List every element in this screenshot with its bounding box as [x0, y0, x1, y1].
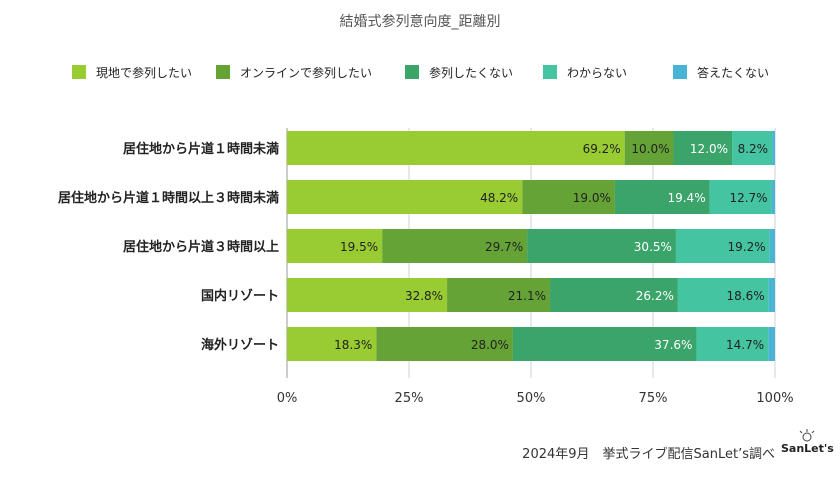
x-tick-label: 50% — [517, 391, 546, 406]
data-label: 19.5% — [340, 240, 378, 254]
bars: 69.2% 10.0% 12.0% 8.2% 48.2% 19.0% 19.4% 12.7% 1… — [287, 131, 775, 361]
bar-segment — [522, 180, 615, 214]
legend-label: 現地で参列したい — [96, 65, 192, 80]
data-label: 12.7% — [729, 191, 767, 205]
bar-segment — [382, 229, 528, 263]
legend-swatch — [216, 65, 230, 79]
legend-label: 参列したくない — [429, 65, 513, 80]
category-labels: 居住地から片道１時間未満居住地から片道１時間以上３時間未満居住地から片道３時間以… — [58, 141, 279, 353]
bar-segment — [768, 278, 775, 312]
logo-mark-icon — [799, 429, 815, 442]
bar-segment — [512, 327, 697, 361]
data-label: 18.6% — [727, 289, 765, 303]
data-label: 21.1% — [508, 289, 546, 303]
data-label: 12.0% — [690, 142, 728, 156]
data-label: 18.3% — [334, 338, 372, 352]
x-tick-label: 0% — [277, 391, 298, 406]
bar-segment — [376, 327, 513, 361]
legend-label: オンラインで参列したい — [240, 65, 372, 80]
legend-swatch — [405, 65, 419, 79]
data-label: 19.2% — [728, 240, 766, 254]
bar-segment — [447, 278, 551, 312]
logo-text: SanLet's — [781, 442, 834, 455]
x-tick-label: 75% — [639, 391, 668, 406]
bar-segment — [527, 229, 676, 263]
source-note: 2024年9月 挙式ライブ配信SanLet’s調べ — [522, 446, 775, 462]
bar-segment — [696, 327, 769, 361]
bar-segment — [614, 180, 710, 214]
data-label: 8.2% — [738, 142, 769, 156]
data-label: 48.2% — [480, 191, 518, 205]
sanlets-logo: SanLet's — [781, 428, 834, 468]
data-label: 28.0% — [471, 338, 509, 352]
x-tick-label: 25% — [395, 391, 424, 406]
chart-title: 結婚式参列意向度_距離別 — [340, 13, 501, 30]
bar-segment — [732, 131, 773, 165]
category-label: 海外リゾート — [201, 337, 279, 353]
bar-segment — [287, 180, 523, 214]
legend-swatch — [543, 65, 557, 79]
data-label: 37.6% — [654, 338, 692, 352]
data-label: 19.0% — [573, 191, 611, 205]
data-label: 29.7% — [485, 240, 523, 254]
data-label: 19.4% — [667, 191, 705, 205]
bar-segment — [673, 131, 733, 165]
legend-swatch — [673, 65, 687, 79]
bar-segment — [287, 278, 448, 312]
legend: 現地で参列したい オンラインで参列したい 参列したくない わからない 答えたくない — [72, 65, 769, 80]
category-label: 国内リゾート — [201, 288, 279, 304]
bar-segment — [771, 180, 775, 214]
bar-segment — [287, 131, 625, 165]
bar-segment — [677, 278, 769, 312]
category-label: 居住地から片道１時間以上３時間未満 — [58, 190, 279, 206]
data-label: 14.7% — [726, 338, 764, 352]
data-label: 10.0% — [631, 142, 669, 156]
category-label: 居住地から片道１時間未満 — [123, 141, 279, 157]
bar-segment — [675, 229, 770, 263]
data-label: 69.2% — [583, 142, 621, 156]
category-label: 居住地から片道３時間以上 — [123, 239, 279, 255]
bar-segment — [768, 327, 775, 361]
x-axis-ticks: 0% 25% 50% 75% 100% — [277, 391, 794, 406]
bar-segment — [624, 131, 674, 165]
bar-segment — [709, 180, 772, 214]
data-label: 30.5% — [634, 240, 672, 254]
bar-segment — [287, 327, 377, 361]
legend-label: わからない — [567, 66, 627, 80]
bar-segment — [287, 229, 383, 263]
bar-segment — [772, 131, 775, 165]
data-label: 32.8% — [405, 289, 443, 303]
data-label: 26.2% — [636, 289, 674, 303]
legend-label: 答えたくない — [697, 65, 769, 80]
x-tick-label: 100% — [756, 391, 793, 406]
legend-swatch — [72, 65, 86, 79]
bar-segment — [769, 229, 775, 263]
bar-segment — [550, 278, 678, 312]
